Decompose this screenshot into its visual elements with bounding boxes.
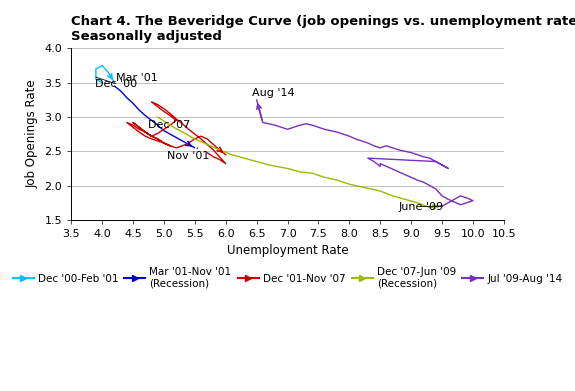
Text: Chart 4. The Beveridge Curve (job openings vs. unemployment rate)
Seasonally adj: Chart 4. The Beveridge Curve (job openin…	[71, 15, 575, 43]
X-axis label: Unemployment Rate: Unemployment Rate	[227, 244, 348, 257]
Text: June '09: June '09	[398, 202, 444, 212]
Text: Mar '01: Mar '01	[116, 73, 158, 83]
Y-axis label: Job Openings Rate: Job Openings Rate	[26, 80, 39, 188]
Text: Aug '14: Aug '14	[252, 88, 294, 98]
Legend: Dec '00-Feb '01, Mar '01-Nov '01
(Recession), Dec '01-Nov '07, Dec '07-Jun '09
(: Dec '00-Feb '01, Mar '01-Nov '01 (Recess…	[9, 263, 566, 293]
Text: Dec '00: Dec '00	[95, 77, 137, 89]
Text: Nov '01: Nov '01	[167, 148, 209, 161]
Text: Dec '07: Dec '07	[148, 120, 191, 130]
